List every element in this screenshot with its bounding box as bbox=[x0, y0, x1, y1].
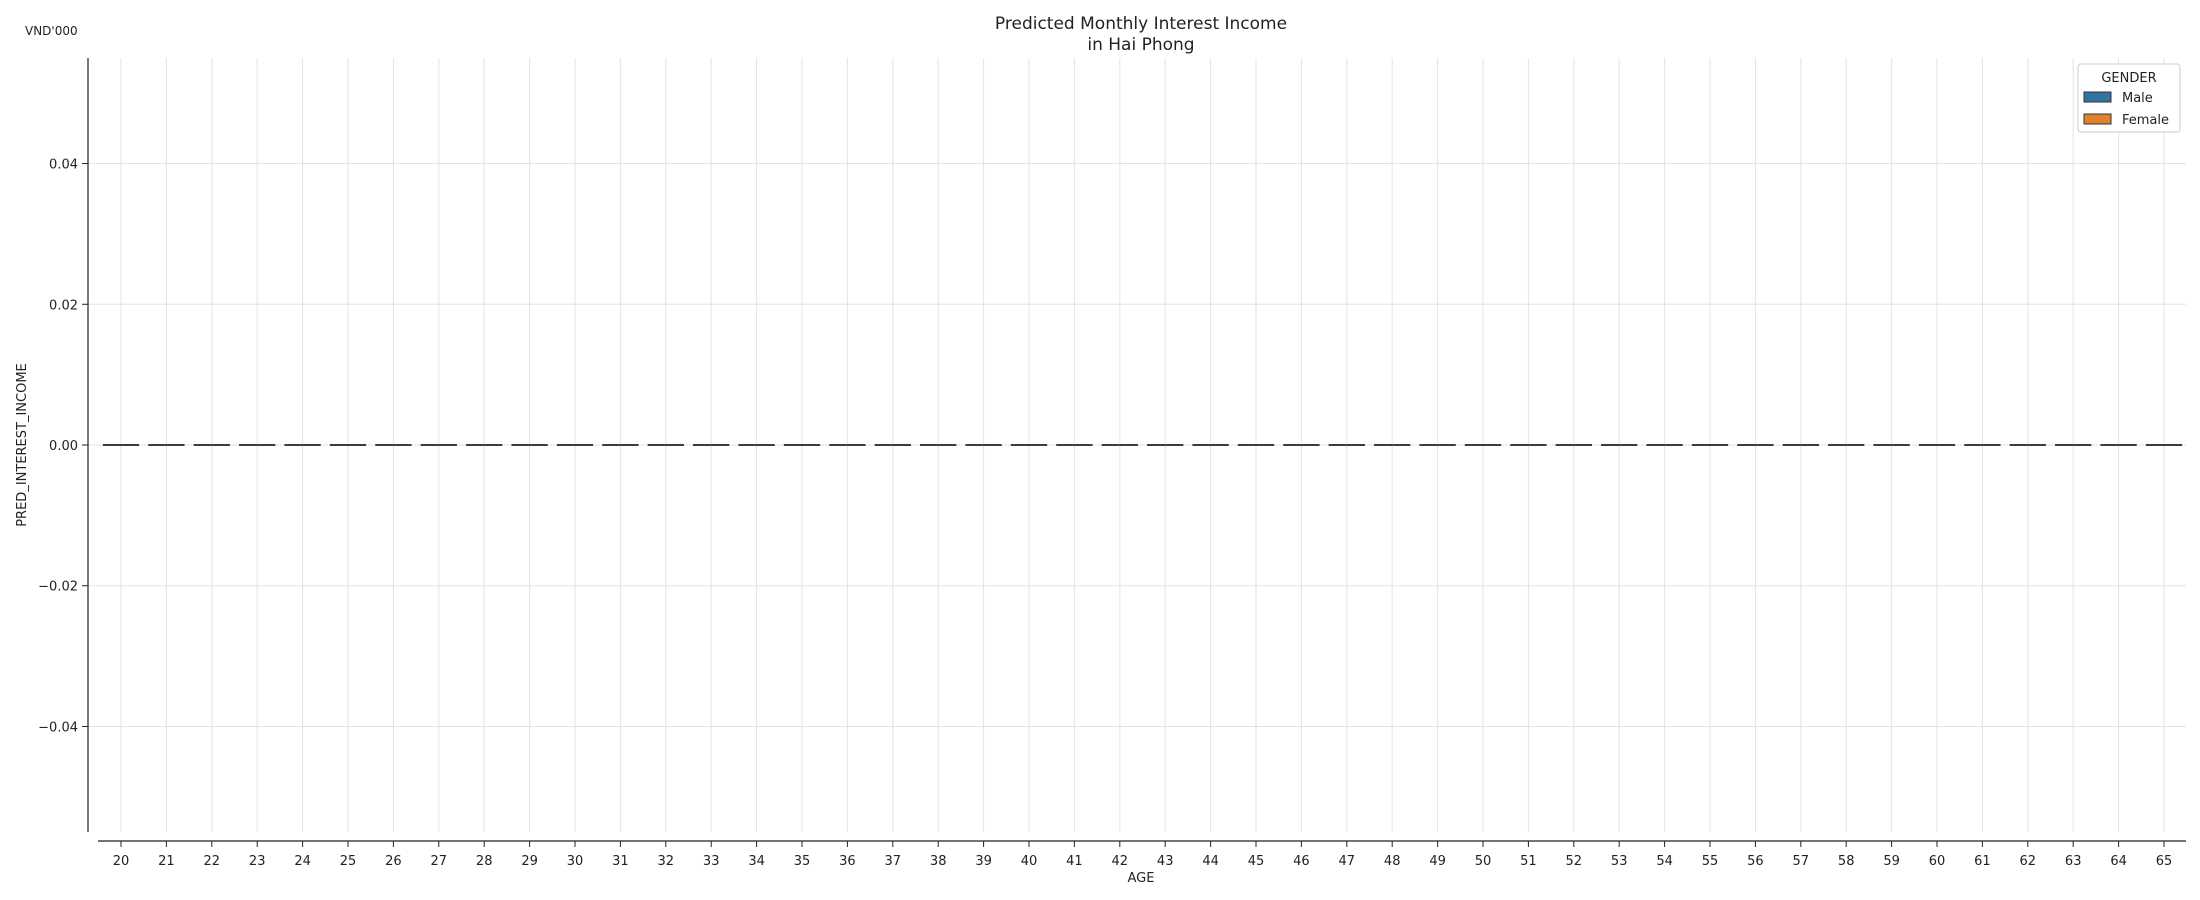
x-tick-label: 30 bbox=[567, 854, 584, 869]
x-tick-label: 57 bbox=[1793, 854, 1810, 869]
x-tick-label: 25 bbox=[340, 854, 357, 869]
y-tick-label: 0.00 bbox=[49, 439, 78, 454]
x-tick-label: 54 bbox=[1656, 854, 1673, 869]
y-axis-label: PRED_INTEREST_INCOME bbox=[15, 363, 30, 527]
x-tick-label: 42 bbox=[1112, 854, 1129, 869]
x-axis-label: AGE bbox=[1128, 871, 1155, 886]
x-tick-label: 56 bbox=[1747, 854, 1764, 869]
legend-label-male: Male bbox=[2122, 91, 2153, 106]
x-tick-label: 21 bbox=[158, 854, 175, 869]
x-tick-label: 49 bbox=[1429, 854, 1446, 869]
x-tick-label: 37 bbox=[885, 854, 902, 869]
x-tick-label: 36 bbox=[839, 854, 856, 869]
legend-swatch-female bbox=[2083, 113, 2112, 125]
x-tick-label: 47 bbox=[1339, 854, 1356, 869]
y-tick-label: −0.02 bbox=[38, 580, 78, 595]
x-tick-label: 35 bbox=[794, 854, 811, 869]
chart-title-line-2: in Hai Phong bbox=[1087, 35, 1194, 55]
x-tick-label: 31 bbox=[612, 854, 629, 869]
x-tick-label: 38 bbox=[930, 854, 947, 869]
y-tick-label: 0.04 bbox=[49, 158, 78, 173]
x-tick-label: 27 bbox=[431, 854, 448, 869]
x-tick-label: 24 bbox=[294, 854, 311, 869]
y-tick-label: −0.04 bbox=[38, 720, 78, 735]
x-tick-label: 61 bbox=[1974, 854, 1991, 869]
unit-label: VND'000 bbox=[25, 24, 78, 38]
x-tick-label: 34 bbox=[748, 854, 765, 869]
x-tick-label: 46 bbox=[1293, 854, 1310, 869]
x-tick-label: 39 bbox=[975, 854, 992, 869]
x-tick-label: 28 bbox=[476, 854, 493, 869]
x-tick-label: 65 bbox=[2156, 854, 2173, 869]
x-tick-label: 44 bbox=[1202, 854, 1219, 869]
axes-layer: −0.04 −0.02 0.00 0.02 0.04 20 21 22 23 24 25 26 27 28… bbox=[38, 58, 2186, 869]
x-tick-label: 63 bbox=[2065, 854, 2082, 869]
x-tick-label: 62 bbox=[2020, 854, 2037, 869]
x-tick-label: 64 bbox=[2110, 854, 2127, 869]
x-tick-label: 50 bbox=[1475, 854, 1492, 869]
x-tick-label: 32 bbox=[658, 854, 675, 869]
x-tick-label: 43 bbox=[1157, 854, 1174, 869]
legend-label-female: Female bbox=[2122, 113, 2169, 128]
x-tick-label: 33 bbox=[703, 854, 720, 869]
x-tick-label: 45 bbox=[1248, 854, 1265, 869]
chart-title-line-1: Predicted Monthly Interest Income bbox=[995, 14, 1287, 34]
x-tick-label: 22 bbox=[204, 854, 221, 869]
y-tick-label: 0.02 bbox=[49, 298, 78, 313]
x-tick-label: 55 bbox=[1702, 854, 1719, 869]
x-tick-label: 51 bbox=[1520, 854, 1537, 869]
x-tick-label: 29 bbox=[521, 854, 538, 869]
x-tick-label: 60 bbox=[1929, 854, 1946, 869]
x-tick-label: 20 bbox=[113, 854, 130, 869]
x-tick-label: 59 bbox=[1883, 854, 1900, 869]
x-tick-label: 48 bbox=[1384, 854, 1401, 869]
x-tick-label: 26 bbox=[385, 854, 402, 869]
legend-swatch-male bbox=[2083, 91, 2112, 103]
x-tick-label: 58 bbox=[1838, 854, 1855, 869]
x-tick-label: 40 bbox=[1021, 854, 1038, 869]
legend: GENDER Male Female bbox=[2077, 63, 2181, 133]
x-tick-label: 41 bbox=[1066, 854, 1083, 869]
legend-title: GENDER bbox=[2101, 71, 2156, 86]
x-tick-label: 53 bbox=[1611, 854, 1628, 869]
x-tick-label: 52 bbox=[1566, 854, 1583, 869]
x-tick-label: 23 bbox=[249, 854, 266, 869]
